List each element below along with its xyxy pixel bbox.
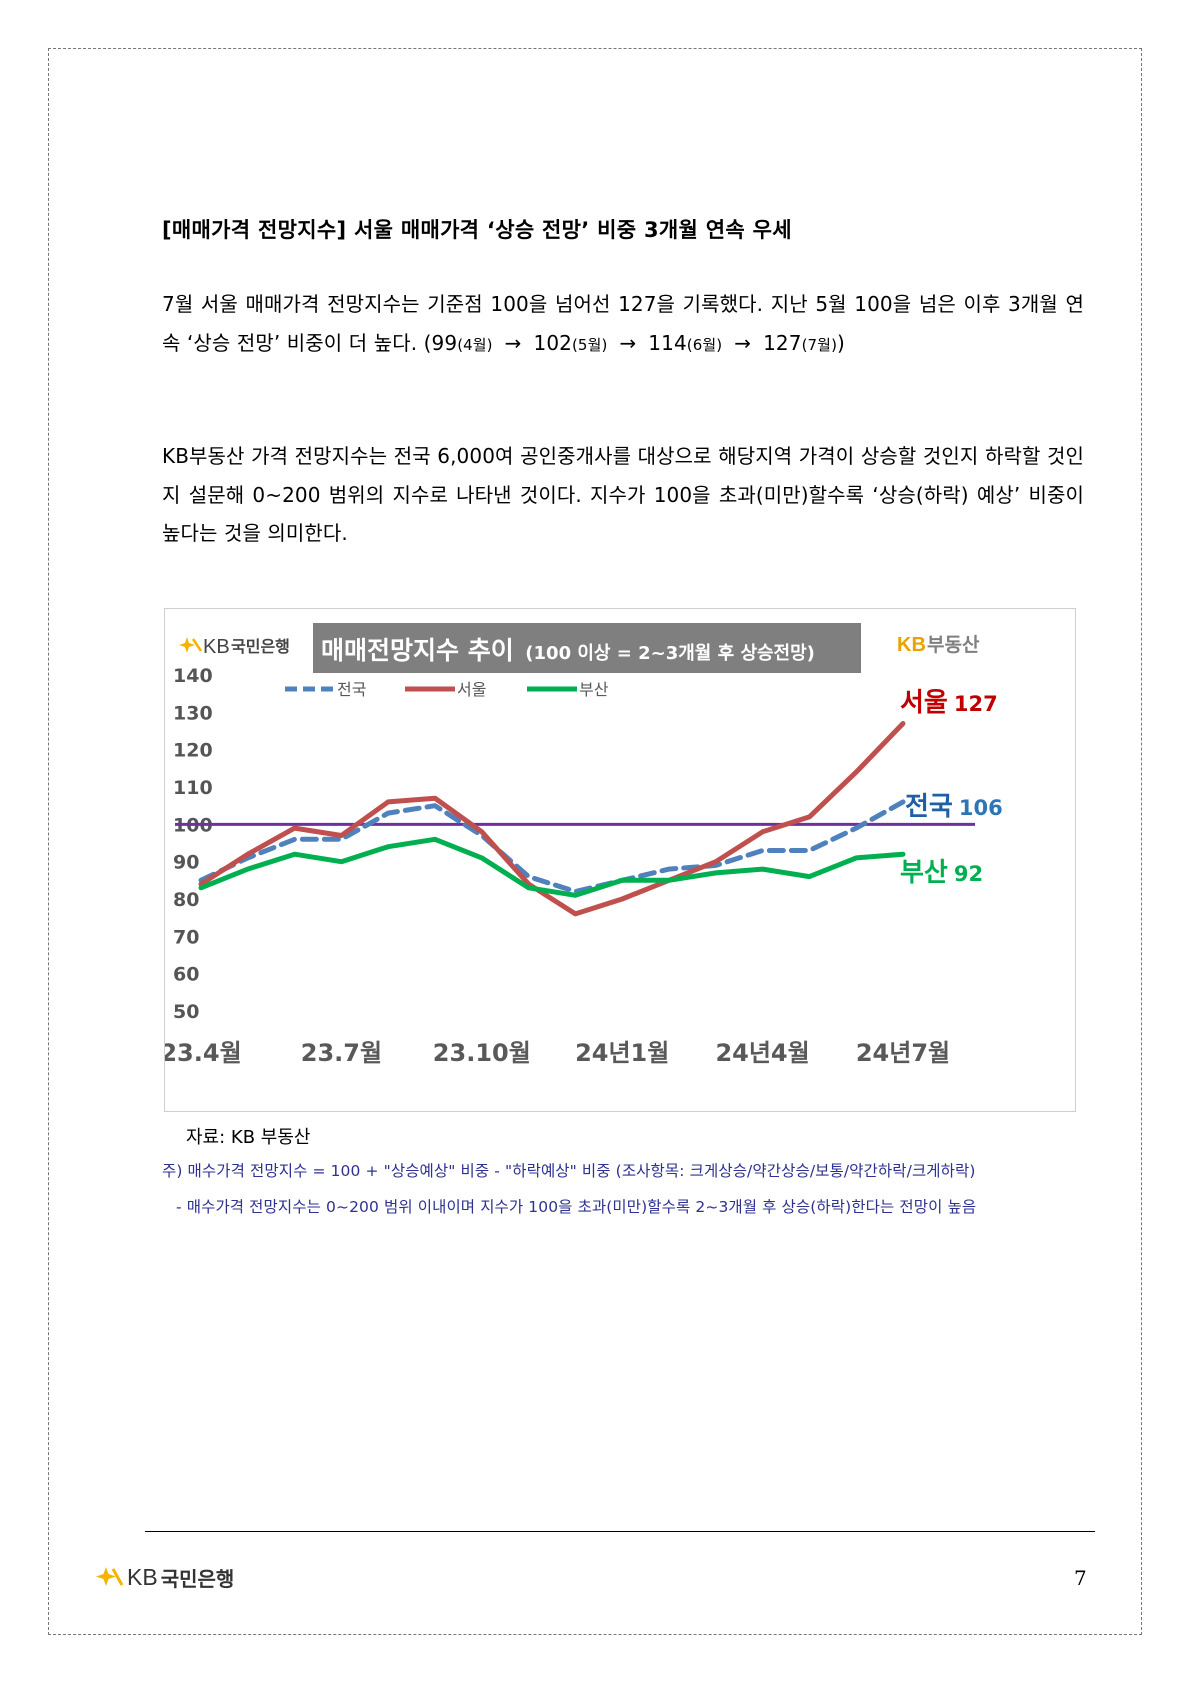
forecast-index-chart: KB 국민은행 매매전망지수 추이 (100 이상 = 2~3개월 후 상승전망… bbox=[164, 608, 1076, 1112]
legend-label: 전국 bbox=[337, 680, 366, 699]
sequence-value: 102 bbox=[533, 330, 572, 355]
paragraph-seoul-text: 7월 서울 매매가격 전망지수는 기준점 100을 넘어선 127을 기록했다.… bbox=[162, 292, 1084, 355]
y-tick-label: 50 bbox=[173, 1001, 199, 1023]
series-line-1 bbox=[198, 721, 906, 917]
y-tick-label: 80 bbox=[173, 889, 199, 911]
index-sequence: (99(4월) → 102(5월) → 114(6월) → 127(7월) bbox=[424, 331, 837, 355]
chart-title-box bbox=[313, 623, 861, 673]
x-tick-label: 24년4월 bbox=[715, 1039, 809, 1067]
chart-brand-kb: KB bbox=[897, 634, 926, 656]
legend-label: 부산 bbox=[579, 680, 609, 699]
y-tick-label: 90 bbox=[173, 852, 199, 874]
chart-source: 자료: KB 부동산 bbox=[186, 1127, 311, 1148]
chart-kb-logo: KB 국민은행 bbox=[179, 636, 290, 658]
end-label-value: 106 bbox=[959, 796, 1003, 820]
chart-title: 매매전망지수 추이 bbox=[321, 636, 514, 665]
chart-logo-bank: 국민은행 bbox=[231, 637, 290, 656]
paragraph-seoul-index: 7월 서울 매매가격 전망지수는 기준점 100을 넘어선 127을 기록했다.… bbox=[162, 285, 1084, 364]
y-tick-label: 70 bbox=[173, 926, 199, 948]
end-label: 서울 127 bbox=[900, 688, 998, 718]
y-tick-label: 110 bbox=[173, 777, 213, 799]
end-label-name: 서울 bbox=[900, 688, 948, 718]
x-tick-label: 23.10월 bbox=[433, 1039, 531, 1067]
chart-brand-name: 부동산 bbox=[927, 634, 980, 656]
series-lines bbox=[198, 721, 906, 917]
series-line-2 bbox=[198, 836, 906, 898]
end-label-name: 부산 bbox=[900, 858, 948, 888]
y-tick-label: 140 bbox=[173, 665, 213, 687]
sequence-close: ) bbox=[837, 330, 845, 355]
page-frame bbox=[48, 48, 1142, 1635]
sequence-arrow: → bbox=[734, 330, 752, 355]
x-tick-label: 23.4월 bbox=[165, 1039, 242, 1067]
footer-logo-bank: 국민은행 bbox=[160, 1566, 235, 1591]
chart-subtitle: (100 이상 = 2~3개월 후 상승전망) bbox=[525, 643, 815, 664]
x-tick-label: 23.7월 bbox=[301, 1039, 382, 1067]
sequence-month: (5월) bbox=[571, 335, 608, 354]
footnote-formula: 주) 매수가격 전망지수 = 100 + "상승예상" 비중 - "하락예상" … bbox=[162, 1162, 976, 1180]
legend-label: 서울 bbox=[457, 680, 486, 699]
footnote-range: - 매수가격 전망지수는 0~200 범위 이내이며 지수가 100을 초과(미… bbox=[176, 1198, 977, 1216]
end-label: 전국 106 bbox=[905, 792, 1003, 822]
sequence-value: (99 bbox=[423, 330, 458, 355]
chart-kb-brand: KB 부동산 bbox=[897, 634, 980, 656]
chart-logo-kb: KB bbox=[203, 636, 230, 658]
footer-rule bbox=[145, 1531, 1095, 1532]
sequence-value: 114 bbox=[648, 330, 687, 355]
x-axis: 23.4월 23.7월 23.10월 24년1월 24년4월 24년7월 bbox=[165, 1039, 950, 1067]
sequence-arrow: → bbox=[619, 330, 637, 355]
x-tick-label: 24년7월 bbox=[856, 1039, 950, 1067]
footer-logo: KB 국민은행 bbox=[94, 1559, 234, 1595]
x-tick-label: 24년1월 bbox=[575, 1039, 669, 1067]
end-label: 부산 92 bbox=[900, 858, 983, 888]
y-tick-label: 130 bbox=[173, 702, 213, 724]
end-label-name: 전국 bbox=[905, 792, 953, 822]
kb-star-icon bbox=[179, 637, 203, 653]
sequence-value: 127 bbox=[763, 330, 802, 355]
sequence-month: (7월) bbox=[801, 335, 838, 354]
series-line-0 bbox=[198, 799, 906, 894]
y-tick-label: 60 bbox=[173, 964, 199, 986]
sequence-arrow: → bbox=[504, 330, 522, 355]
page-number: 7 bbox=[1074, 1566, 1087, 1590]
paragraph-index-definition: KB부동산 가격 전망지수는 전국 6,000여 공인중개사를 대상으로 해당지… bbox=[162, 444, 1084, 545]
y-tick-label: 120 bbox=[173, 740, 213, 762]
end-label-value: 92 bbox=[954, 862, 983, 886]
series-end-labels: 전국 106 서울 127 부산 92 bbox=[900, 688, 1003, 888]
kb-star-icon bbox=[96, 1567, 124, 1586]
sequence-month: (6월) bbox=[686, 335, 723, 354]
footer-logo-kb: KB bbox=[127, 1563, 158, 1590]
end-label-value: 127 bbox=[954, 692, 998, 716]
section-heading: [매매가격 전망지수] 서울 매매가격 ‘상승 전망’ 비중 3개월 연속 우세 bbox=[162, 218, 792, 242]
chart-legend: 전국 서울 부산 bbox=[285, 680, 609, 699]
chart-svg: KB 국민은행 매매전망지수 추이 (100 이상 = 2~3개월 후 상승전망… bbox=[165, 623, 1003, 1067]
sequence-month: (4월) bbox=[457, 335, 493, 354]
chart-title-line: 매매전망지수 추이 (100 이상 = 2~3개월 후 상승전망) bbox=[321, 636, 815, 665]
